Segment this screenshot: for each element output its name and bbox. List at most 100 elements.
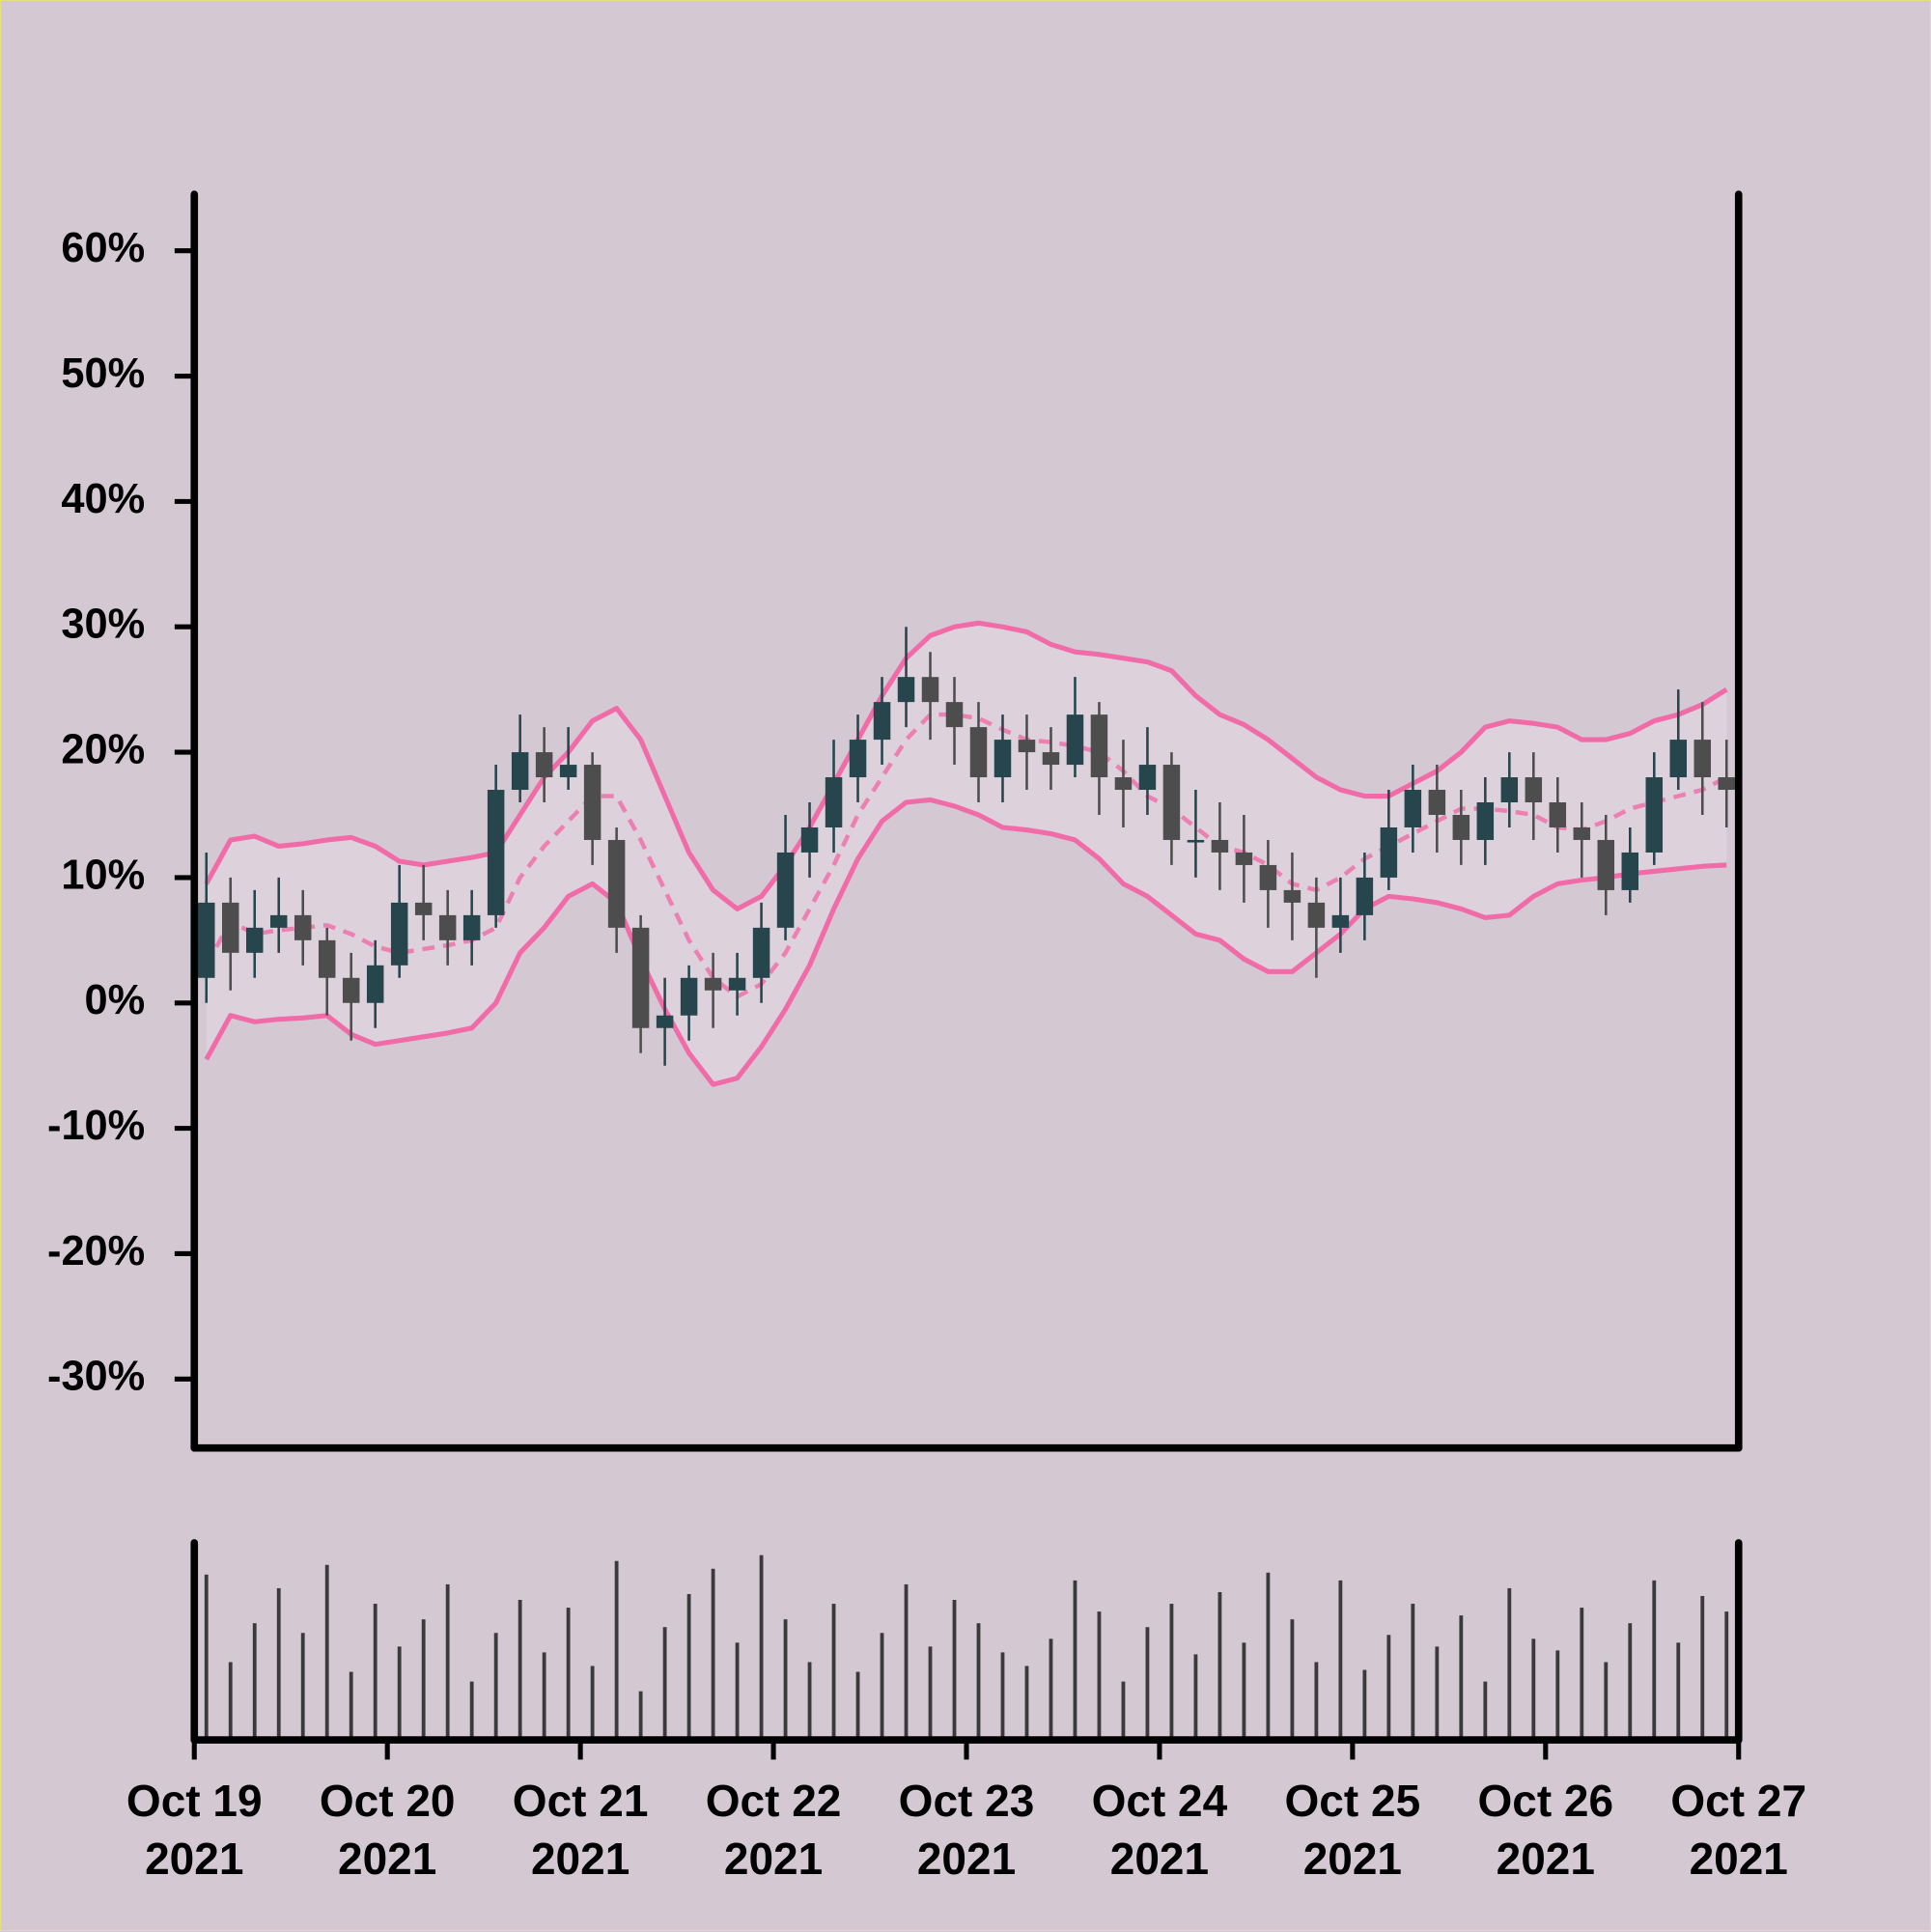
volume-bar <box>735 1642 740 1741</box>
candle-body <box>1500 777 1519 803</box>
volume-bar <box>807 1662 812 1741</box>
volume-bar <box>1193 1654 1198 1741</box>
volume-bar <box>349 1671 353 1741</box>
volume-bar <box>855 1671 860 1741</box>
volume <box>204 1554 1729 1741</box>
candle-body <box>631 927 650 1028</box>
volume-bar <box>1073 1580 1077 1741</box>
candle-body <box>849 740 867 778</box>
candle-body <box>680 977 698 1016</box>
volume-bar <box>1169 1604 1174 1741</box>
candle-body <box>294 914 312 940</box>
candle-body <box>1235 852 1253 865</box>
candle-body <box>825 777 843 827</box>
volume-bar <box>783 1619 788 1741</box>
volume-bar <box>686 1593 691 1741</box>
volume-bar <box>590 1666 595 1741</box>
volume-bar <box>1459 1615 1464 1741</box>
candle-body <box>1211 839 1229 853</box>
candle-body <box>366 965 384 1003</box>
volume-bar <box>1024 1666 1029 1741</box>
volume-bar <box>1724 1611 1729 1741</box>
candle-body <box>1307 902 1326 928</box>
volume-bar <box>1652 1580 1657 1741</box>
candle-body <box>559 765 577 778</box>
candle-body <box>1669 740 1688 778</box>
candle-body <box>1573 826 1591 840</box>
y-tick-label: 60% <box>61 225 145 271</box>
candle-body <box>390 902 408 966</box>
volume-bar <box>397 1646 402 1741</box>
axes <box>190 190 1743 1744</box>
volume-bar <box>324 1564 329 1741</box>
candle-body <box>1356 877 1374 915</box>
y-tick-label: 30% <box>61 602 145 648</box>
volume-bar <box>976 1623 981 1741</box>
candle-body <box>704 977 722 991</box>
volume-bar <box>711 1568 715 1741</box>
volume-bar <box>1266 1572 1271 1741</box>
candle-body <box>776 852 795 928</box>
candle-body <box>897 677 915 703</box>
volume-bar <box>493 1633 498 1741</box>
upper-band <box>204 620 1728 911</box>
candle-body <box>318 939 336 978</box>
volume-bar <box>1000 1652 1005 1741</box>
candle-body <box>1331 914 1350 928</box>
candle-body <box>487 790 505 915</box>
candle-body <box>1645 777 1664 853</box>
volume-bar <box>1386 1635 1391 1741</box>
candle-body <box>1380 826 1398 878</box>
volume-bar <box>1628 1623 1633 1741</box>
volume-bar <box>928 1646 933 1741</box>
volume-bar <box>1097 1611 1102 1741</box>
volume-bar <box>1338 1580 1343 1741</box>
x-tick-label: Oct 24 2021 <box>1091 1776 1228 1885</box>
candle-body <box>462 914 481 940</box>
volume-bar <box>952 1600 957 1741</box>
volume-bar <box>1049 1638 1053 1741</box>
candle-body <box>245 927 264 953</box>
candle-body <box>414 902 433 915</box>
lower-band <box>204 797 1727 1087</box>
volume-bar <box>662 1627 667 1741</box>
candle-body <box>1718 777 1735 791</box>
candle-body <box>1162 765 1181 840</box>
volume-bar <box>566 1608 571 1741</box>
x-tick-label: Oct 20 2021 <box>319 1776 456 1885</box>
volume-bar <box>614 1560 619 1741</box>
volume-bar <box>373 1604 378 1741</box>
candle-body <box>656 1015 674 1028</box>
y-tick-label: 20% <box>61 727 145 773</box>
volume-bar <box>1507 1587 1512 1741</box>
candle-body <box>1259 864 1277 890</box>
x-tick-label: Oct 27 2021 <box>1670 1776 1807 1885</box>
candle-body <box>342 977 360 1003</box>
y-tick-label: 40% <box>61 476 145 522</box>
volume-bar <box>1242 1642 1246 1741</box>
candle-body <box>583 765 602 840</box>
volume-bar <box>1483 1681 1488 1741</box>
volume-bar <box>1676 1642 1681 1741</box>
volume-bar <box>880 1633 884 1741</box>
volume-bar <box>638 1691 643 1741</box>
volume-bar <box>1217 1591 1222 1741</box>
candle-body <box>993 740 1012 778</box>
candle-body <box>1452 814 1470 840</box>
volume-bar <box>445 1583 450 1741</box>
candle-body <box>1476 802 1495 840</box>
candle-body <box>728 977 746 991</box>
volume-bar <box>300 1633 305 1741</box>
x-tick-label: Oct 22 2021 <box>705 1776 842 1885</box>
candle-body <box>511 752 529 791</box>
volume-bar <box>204 1574 209 1741</box>
candle-body <box>198 902 215 978</box>
candle-body <box>921 677 939 703</box>
candle-body <box>1066 714 1084 766</box>
volume-bar <box>1555 1650 1560 1741</box>
candle-body <box>873 702 891 741</box>
volume-bar <box>1700 1595 1705 1741</box>
volume-bar <box>469 1681 474 1741</box>
